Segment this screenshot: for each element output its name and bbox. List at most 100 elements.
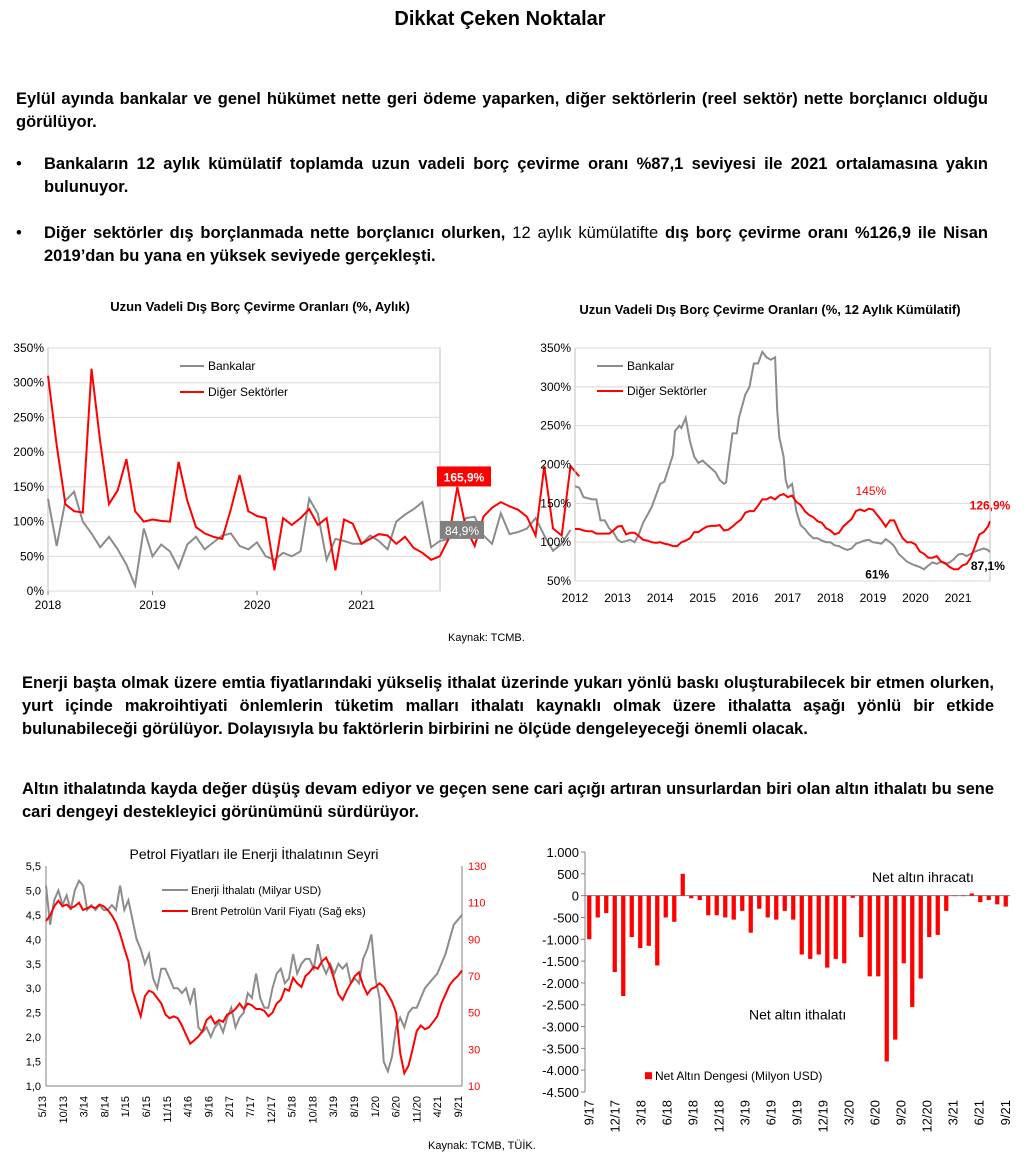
- energy-paragraph: Enerji başta olmak üzere emtia fiyatları…: [22, 674, 994, 738]
- y-tick-label: 50%: [547, 574, 571, 588]
- x-tick-label: 8/14: [99, 1096, 111, 1117]
- y-tick-label: 500: [557, 867, 579, 882]
- bar: [850, 895, 855, 898]
- x-tick-label: 12/19: [816, 1100, 831, 1133]
- x-tick-label: 2017: [774, 591, 801, 605]
- y-tick-label: 350%: [540, 341, 571, 355]
- bar: [791, 895, 796, 920]
- x-tick-label: 2018: [35, 598, 62, 612]
- bar: [901, 895, 906, 964]
- series-line: [47, 489, 572, 590]
- bar: [961, 895, 966, 897]
- bar: [774, 895, 779, 920]
- bar: [757, 895, 762, 909]
- bar: [663, 895, 668, 918]
- bar: [604, 895, 609, 914]
- bullet-marker: •: [16, 224, 22, 242]
- end-label-other: 165,9%: [444, 470, 485, 484]
- x-tick-label: 2019: [139, 598, 166, 612]
- y-tick-label: 200%: [13, 445, 44, 459]
- bullet2-bold-a: Diğer sektörler dış borçlanmada nette bo…: [44, 224, 506, 242]
- bar: [1003, 895, 1008, 907]
- y-tick-label: 250%: [540, 419, 571, 433]
- x-tick-label: 9/21: [998, 1100, 1013, 1125]
- source-note-1: Kaynak: TCMB.: [448, 632, 525, 644]
- bar: [723, 895, 728, 918]
- y-tick-label: 300%: [540, 380, 571, 394]
- x-tick-label: 12/18: [711, 1100, 726, 1133]
- x-tick-label: 2018: [817, 591, 844, 605]
- bar: [612, 895, 617, 972]
- x-tick-label: 6/20: [391, 1096, 403, 1117]
- bar: [646, 895, 651, 946]
- bar: [867, 895, 872, 977]
- page-title: Dikkat Çeken Noktalar: [394, 8, 606, 30]
- bar: [765, 895, 770, 918]
- y-tick-label: 50%: [20, 549, 44, 563]
- y-tick-label: 0: [572, 889, 579, 904]
- bar: [918, 895, 923, 979]
- x-tick-label: 6/15: [141, 1096, 153, 1117]
- annotation-import: Net altın ithalatı: [749, 1007, 846, 1023]
- y-tick-label: 300%: [13, 376, 44, 390]
- x-tick-label: 11/15: [162, 1096, 174, 1123]
- bar: [629, 895, 634, 938]
- x-tick-label: 9/19: [790, 1100, 805, 1125]
- x-tick-label: 3/18: [633, 1100, 648, 1125]
- bar: [808, 895, 813, 959]
- y-left-tick-label: 1,5: [26, 1057, 41, 1069]
- legend-label: Bankalar: [627, 359, 674, 373]
- bar: [910, 895, 915, 1007]
- bar: [927, 895, 932, 938]
- x-tick-label: 9/18: [685, 1100, 700, 1125]
- chart2-title: Uzun Vadeli Dış Borç Çevirme Oranları (%…: [579, 302, 961, 317]
- x-tick-label: 2015: [689, 591, 716, 605]
- y-left-tick-label: 5,5: [26, 861, 41, 873]
- y-tick-label: -2.500: [542, 998, 579, 1013]
- x-tick-label: 2019: [860, 591, 887, 605]
- bar: [833, 895, 838, 959]
- gold-paragraph: Altın ithalatında kayda değer düşüş deva…: [22, 780, 994, 821]
- y-left-tick-label: 4,5: [26, 910, 41, 922]
- bar: [952, 895, 957, 897]
- chart-cumulative-rollover: 50% 100% 150% 200% 250% 300% 350% 2012 2013 2014 2…: [540, 341, 1011, 605]
- bar: [706, 895, 711, 916]
- y-tick-label: 250%: [13, 410, 44, 424]
- x-tick-label: 3/20: [842, 1100, 857, 1125]
- y-tick-label: 0%: [27, 584, 45, 598]
- y-tick-label: -4.500: [542, 1085, 579, 1100]
- y-right-tick-label: 90: [468, 934, 480, 946]
- bar: [986, 895, 991, 900]
- series-line: [45, 878, 463, 1075]
- y-left-tick-label: 4,0: [26, 934, 41, 946]
- y-tick-label: -1.000: [542, 932, 579, 947]
- bar: [842, 895, 847, 964]
- x-tick-label: 10/18: [307, 1096, 319, 1124]
- x-tick-label: 5/18: [287, 1096, 299, 1117]
- y-tick-label: 100%: [13, 515, 44, 529]
- bullet-marker: •: [16, 155, 22, 173]
- y-tick-label: -4.000: [542, 1063, 579, 1078]
- bar: [672, 895, 677, 922]
- bar: [587, 895, 592, 940]
- bar: [944, 895, 949, 911]
- bar: [799, 895, 804, 955]
- y-tick-label: -3.500: [542, 1041, 579, 1056]
- x-tick-label: 2020: [902, 591, 929, 605]
- bar: [825, 895, 830, 968]
- x-tick-label: 9/16: [203, 1096, 215, 1117]
- y-right-tick-label: 30: [468, 1044, 480, 1056]
- x-tick-label: 2014: [647, 591, 674, 605]
- annotation-126: 126,9%: [970, 498, 1011, 512]
- bar: [859, 895, 864, 938]
- x-tick-label: 2021: [945, 591, 972, 605]
- bar: [876, 895, 881, 977]
- y-left-tick-label: 5,0: [26, 885, 41, 897]
- x-tick-label: 2016: [732, 591, 759, 605]
- series-line: [45, 899, 463, 1077]
- legend-label: Net Altın Dengesi (Milyon USD): [655, 1069, 822, 1083]
- legend-label: Enerji İthalatı (Milyar USD): [191, 884, 321, 897]
- y-right-tick-label: 50: [468, 1008, 480, 1020]
- chart-monthly-rollover: 0% 50% 100% 150% 200% 250% 300% 350% 2018 2019 202…: [13, 341, 580, 612]
- chart3-title: Petrol Fiyatları ile Enerji İthalatının …: [130, 845, 379, 862]
